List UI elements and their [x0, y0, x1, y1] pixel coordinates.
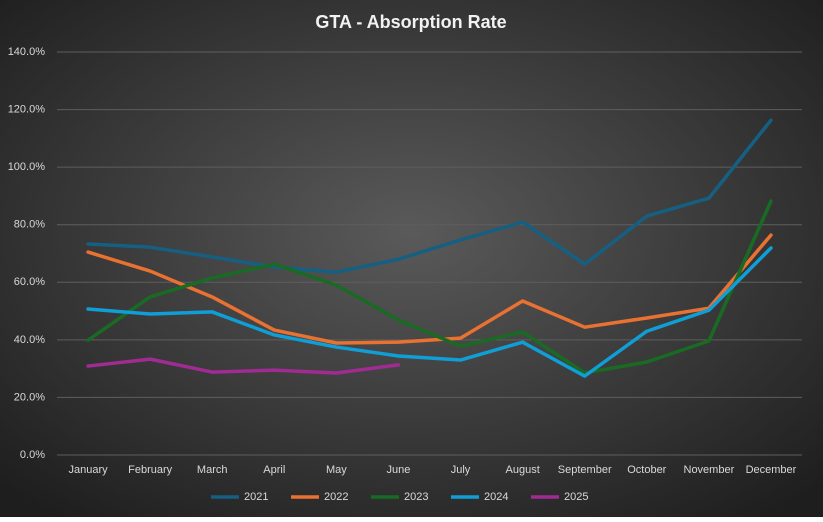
x-tick-label: June [387, 464, 411, 476]
x-tick-label: April [263, 464, 285, 476]
x-tick-label: November [684, 464, 735, 476]
series-line [86, 118, 773, 274]
x-tick-label: August [506, 464, 540, 476]
x-tick-label: March [197, 464, 228, 476]
series-line [86, 357, 401, 375]
x-tick-label: February [128, 464, 173, 476]
x-tick-label: December [746, 464, 797, 476]
series-line [86, 246, 773, 378]
y-tick-label: 40.0% [14, 334, 45, 346]
x-tick-label: September [558, 464, 612, 476]
y-tick-label: 100.0% [8, 161, 46, 173]
y-tick-label: 120.0% [8, 103, 46, 115]
legend-label: 2024 [484, 491, 508, 503]
series-line [86, 233, 773, 345]
x-tick-label: October [627, 464, 666, 476]
legend-label: 2023 [404, 491, 428, 503]
y-tick-label: 140.0% [8, 46, 46, 58]
legend-label: 2022 [324, 491, 348, 503]
y-tick-label: 60.0% [14, 276, 45, 288]
y-tick-label: 80.0% [14, 219, 45, 231]
y-tick-label: 20.0% [14, 391, 45, 403]
series-line [86, 199, 773, 375]
chart-title: GTA - Absorption Rate [315, 12, 506, 32]
x-tick-label: May [326, 464, 347, 476]
x-tick-label: July [451, 464, 471, 476]
x-tick-label: January [68, 464, 108, 476]
legend-label: 2025 [564, 491, 588, 503]
legend-label: 2021 [244, 491, 268, 503]
y-tick-label: 0.0% [20, 449, 45, 461]
